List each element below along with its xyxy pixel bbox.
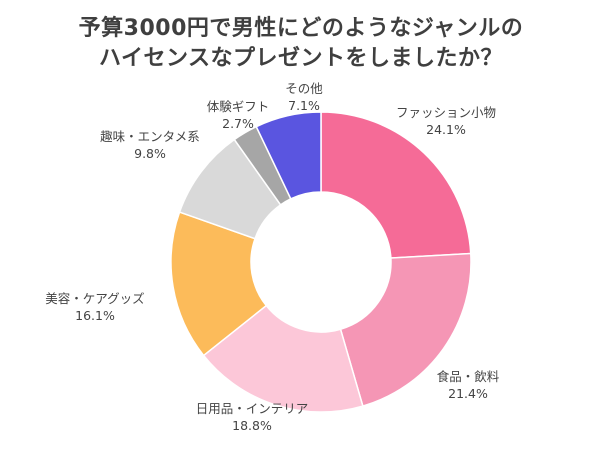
chart-title-line-2: ハイセンスなプレゼントをしましたか？ [98,46,504,71]
category-label: 体験ギフト [206,99,270,114]
value-label: 9.8% [134,146,166,161]
category-label: その他 [285,81,323,96]
value-label: 18.8% [232,418,272,433]
data-label-4: 美容・ケアグッズ 16.1% [45,290,144,324]
category-label: 食品・飲料 [436,369,500,384]
category-label: 趣味・エンタメ系 [100,129,200,144]
data-label-6: 体験ギフト 2.7% [207,98,270,132]
category-label: 美容・ケアグッズ [45,291,145,306]
data-label-2: 食品・飲料 21.4% [437,368,500,402]
category-label: 日用品・インテリア [195,401,309,416]
slice-3 [202,304,364,413]
data-label-3: 日用品・インテリア 18.8% [196,400,309,434]
chart-title-line-1: 予算3000円で男性にどのようなジャンルの [78,16,524,41]
value-label: 7.1% [288,98,320,113]
slice-7 [255,111,322,200]
data-label-7: その他 7.1% [285,80,323,114]
value-label: 24.1% [426,122,466,137]
value-label: 16.1% [75,308,115,323]
value-label: 2.7% [222,116,254,131]
data-label-5: 趣味・エンタメ系 9.8% [100,128,200,162]
value-label: 21.4% [448,386,488,401]
data-label-1: ファッション小物 24.1% [396,104,496,138]
category-label: ファッション小物 [395,105,497,120]
slice-1 [320,111,472,259]
slice-2 [339,252,472,407]
